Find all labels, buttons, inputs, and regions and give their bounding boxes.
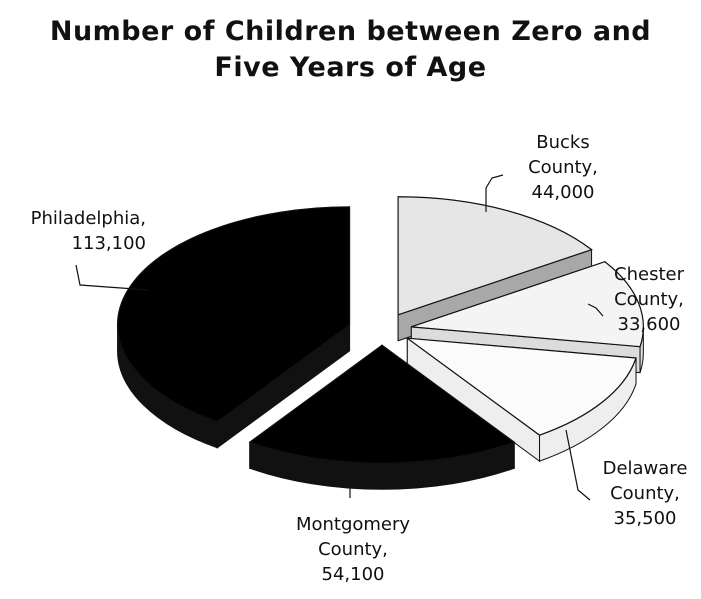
slice-label-delaware-line1: Delaware [602,458,688,479]
pie-slice-philadelphia [116,206,351,449]
slice-value-chester: 33,600 [617,314,681,335]
leader-lines [75,174,604,501]
chart-title: Number of Children between Zero and Five… [49,16,652,83]
slice-label-montgomery: Montgomery County, 54,100 [268,512,438,587]
slice-value-bucks: 44,000 [531,182,595,203]
slice-label-montgomery-line1: Montgomery [295,514,411,535]
pie-slice-top-delaware-county [405,337,637,436]
pie-slices [116,196,644,490]
slice-label-chester: Chester County, 33,600 [600,262,698,337]
pie-slice-delaware-county [405,337,637,463]
slice-label-bucks-line2: County, [528,157,598,178]
slice-label-bucks-line1: Bucks [536,132,590,153]
slice-label-philadelphia-line1: Philadelphia, [30,208,146,229]
slice-label-delaware-line2: County, [610,483,680,504]
slice-value-montgomery: 54,100 [321,564,385,585]
pie-slice-montgomery-county [248,344,516,490]
pie-slice-top-philadelphia [116,206,351,423]
leader-line-montgomery [349,485,359,498]
slice-value-delaware: 35,500 [613,508,677,529]
leader-line-philadelphia [75,264,149,291]
slice-label-chester-line2: County, [614,289,684,310]
pie-slice-top-bucks-county [397,196,593,316]
leader-line-bucks [485,174,504,212]
leader-line-chester [587,303,604,317]
slice-label-chester-line1: Chester [614,264,684,285]
slice-label-montgomery-line2: County, [318,539,388,560]
slice-value-philadelphia: 113,100 [71,233,146,254]
leader-line-delaware [565,429,591,501]
slice-label-philadelphia: Philadelphia, 113,100 [6,206,146,256]
pie-slice-top-montgomery-county [248,344,516,464]
pie-slice-top-chester-county [411,261,644,348]
slice-label-delaware: Delaware County, 35,500 [590,456,700,531]
slice-label-bucks: Bucks County, 44,000 [508,130,618,205]
